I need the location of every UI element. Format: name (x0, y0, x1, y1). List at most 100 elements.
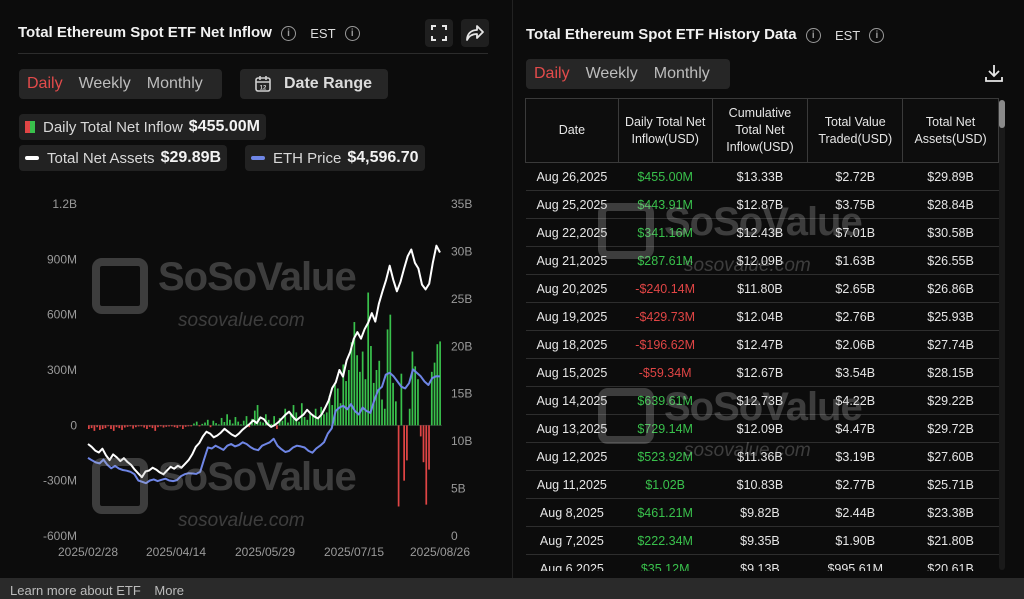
inflow-bar (146, 425, 148, 430)
inflow-bar (439, 341, 441, 426)
table-row[interactable]: Aug 6,2025 $35.12M $9.13B $995.61M $20.61B (525, 554, 999, 571)
more-link[interactable]: More (154, 583, 185, 598)
inflow-bar (292, 405, 295, 426)
inflow-bar (392, 382, 394, 426)
cell-total-value-traded: $3.54B (807, 358, 903, 387)
inflow-bar (383, 408, 386, 426)
table-row[interactable]: Aug 11,2025 $1.02B $10.83B $2.77B $25.71B (525, 470, 999, 499)
inflow-bar (88, 425, 90, 430)
fullscreen-button[interactable] (425, 19, 453, 47)
tab-daily[interactable]: Daily (534, 65, 570, 82)
info-icon[interactable]: i (281, 25, 297, 41)
table-row[interactable]: Aug 14,2025 $639.61M $12.73B $4.22B $29.22B (525, 386, 999, 415)
inflow-bar (381, 399, 383, 426)
inflow-bar (323, 414, 325, 426)
inflow-bar (115, 425, 118, 428)
inflow-bar (165, 425, 168, 427)
cell-daily-net-inflow: -$196.62M (618, 330, 713, 359)
cell-daily-net-inflow: $341.16M (618, 218, 713, 247)
inflow-bar (212, 420, 215, 426)
cell-cumulative-inflow: $12.09B (712, 246, 808, 275)
col-date[interactable]: Date (525, 98, 619, 163)
learn-more-link[interactable]: Learn more about ETF (10, 583, 141, 598)
legend-price-value: $4,596.70 (347, 149, 419, 166)
calendar-icon: 12 (255, 76, 271, 92)
inflow-bar (184, 425, 187, 427)
cell-date: Aug 11,2025 (525, 470, 619, 499)
inflow-bar (143, 425, 146, 428)
legend-assets[interactable]: Total Net Assets $29.89B (19, 145, 228, 171)
inflow-bar (306, 419, 309, 426)
table-row[interactable]: Aug 20,2025 -$240.14M $11.80B $2.65B $26.86B (525, 274, 999, 303)
info-icon[interactable]: i (805, 27, 821, 43)
tab-monthly[interactable]: Monthly (146, 75, 203, 92)
inflow-bar (425, 425, 428, 505)
inflow-bar (215, 423, 217, 426)
inflow-bar (135, 425, 137, 428)
cell-date: Aug 19,2025 (525, 302, 619, 331)
inflow-bar (229, 419, 231, 426)
legend-inflow[interactable]: Daily Total Net Inflow $455.00M (19, 114, 266, 140)
inflow-bar (107, 425, 110, 427)
table-row[interactable]: Aug 12,2025 $523.92M $11.36B $3.19B $27.60B (525, 442, 999, 471)
y-right-tick-label: 20B (451, 339, 472, 353)
inflow-bar (179, 425, 181, 427)
col-total-net-assets[interactable]: Total Net Assets(USD) (902, 98, 999, 163)
inflow-bar (411, 351, 414, 426)
inflow-bar (242, 420, 245, 426)
inflow-bar (190, 425, 193, 427)
table-row[interactable]: Aug 19,2025 -$429.73M $12.04B $2.76B $25.93B (525, 302, 999, 331)
col-cumulative-inflow[interactable]: Cumulative Total Net Inflow(USD) (711, 98, 809, 163)
inflow-bar (234, 417, 237, 426)
cell-total-net-assets: $28.84B (902, 190, 999, 219)
inflow-bar (287, 422, 289, 426)
table-row[interactable]: Aug 25,2025 $443.91M $12.87B $3.75B $28.84B (525, 190, 999, 219)
cell-total-net-assets: $27.60B (902, 442, 999, 471)
col-total-value-traded[interactable]: Total Value Traded(USD) (807, 98, 904, 163)
table-row[interactable]: Aug 21,2025 $287.61M $12.09B $1.63B $26.55B (525, 246, 999, 275)
cell-daily-net-inflow: $639.61M (618, 386, 713, 415)
cell-daily-net-inflow: $523.92M (618, 442, 713, 471)
timezone-info-icon[interactable]: i (869, 27, 885, 43)
table-row[interactable]: Aug 22,2025 $341.16M $12.43B $7.01B $30.58B (525, 218, 999, 247)
history-table-container[interactable]: Date Daily Total Net Inflow(USD) Cumulat… (525, 98, 1005, 571)
inflow-bar (170, 425, 173, 427)
inflow-bar (300, 403, 303, 426)
cell-date: Aug 18,2025 (525, 330, 619, 359)
table-row[interactable]: Aug 26,2025 $455.00M $13.33B $2.72B $29.89B (525, 162, 999, 191)
col-daily-net-inflow[interactable]: Daily Total Net Inflow(USD) (617, 98, 713, 163)
inflow-bar (408, 408, 411, 426)
expand-icon (431, 25, 447, 41)
inflow-bar (173, 425, 176, 428)
inflow-bar (93, 425, 96, 431)
download-button[interactable] (983, 62, 1005, 89)
date-range-button[interactable]: 12 Date Range (240, 69, 388, 99)
table-row[interactable]: Aug 18,2025 -$196.62M $12.47B $2.06B $27.74B (525, 330, 999, 359)
cell-daily-net-inflow: -$429.73M (618, 302, 713, 331)
inflow-bar (157, 425, 159, 428)
table-scrollbar[interactable] (999, 100, 1005, 570)
tab-daily[interactable]: Daily (27, 75, 63, 92)
table-header-row: Date Daily Total Net Inflow(USD) Cumulat… (525, 98, 999, 163)
table-row[interactable]: Aug 8,2025 $461.21M $9.82B $2.44B $23.38B (525, 498, 999, 527)
inflow-bar (342, 364, 345, 426)
inflow-bar (364, 379, 367, 426)
timezone-label: EST (310, 25, 336, 41)
table-row[interactable]: Aug 13,2025 $729.14M $12.09B $4.47B $29.72B (525, 414, 999, 443)
cell-total-value-traded: $4.47B (807, 414, 903, 443)
table-row[interactable]: Aug 7,2025 $222.34M $9.35B $1.90B $21.80B (525, 526, 999, 555)
cell-total-net-assets: $25.93B (902, 302, 999, 331)
tab-weekly[interactable]: Weekly (585, 65, 638, 82)
inflow-bar (99, 425, 101, 430)
scrollbar-thumb[interactable] (999, 100, 1005, 128)
tab-weekly[interactable]: Weekly (78, 75, 131, 92)
cell-total-value-traded: $2.44B (807, 498, 903, 527)
table-row[interactable]: Aug 15,2025 -$59.34M $12.67B $3.54B $28.15B (525, 358, 999, 387)
cell-total-net-assets: $26.55B (902, 246, 999, 275)
inflow-bar (195, 421, 198, 426)
timezone-info-icon[interactable]: i (344, 25, 360, 41)
inflow-bar (132, 425, 134, 429)
tab-monthly[interactable]: Monthly (653, 65, 710, 82)
legend-price[interactable]: ETH Price $4,596.70 (245, 145, 425, 171)
share-button[interactable] (461, 19, 489, 47)
